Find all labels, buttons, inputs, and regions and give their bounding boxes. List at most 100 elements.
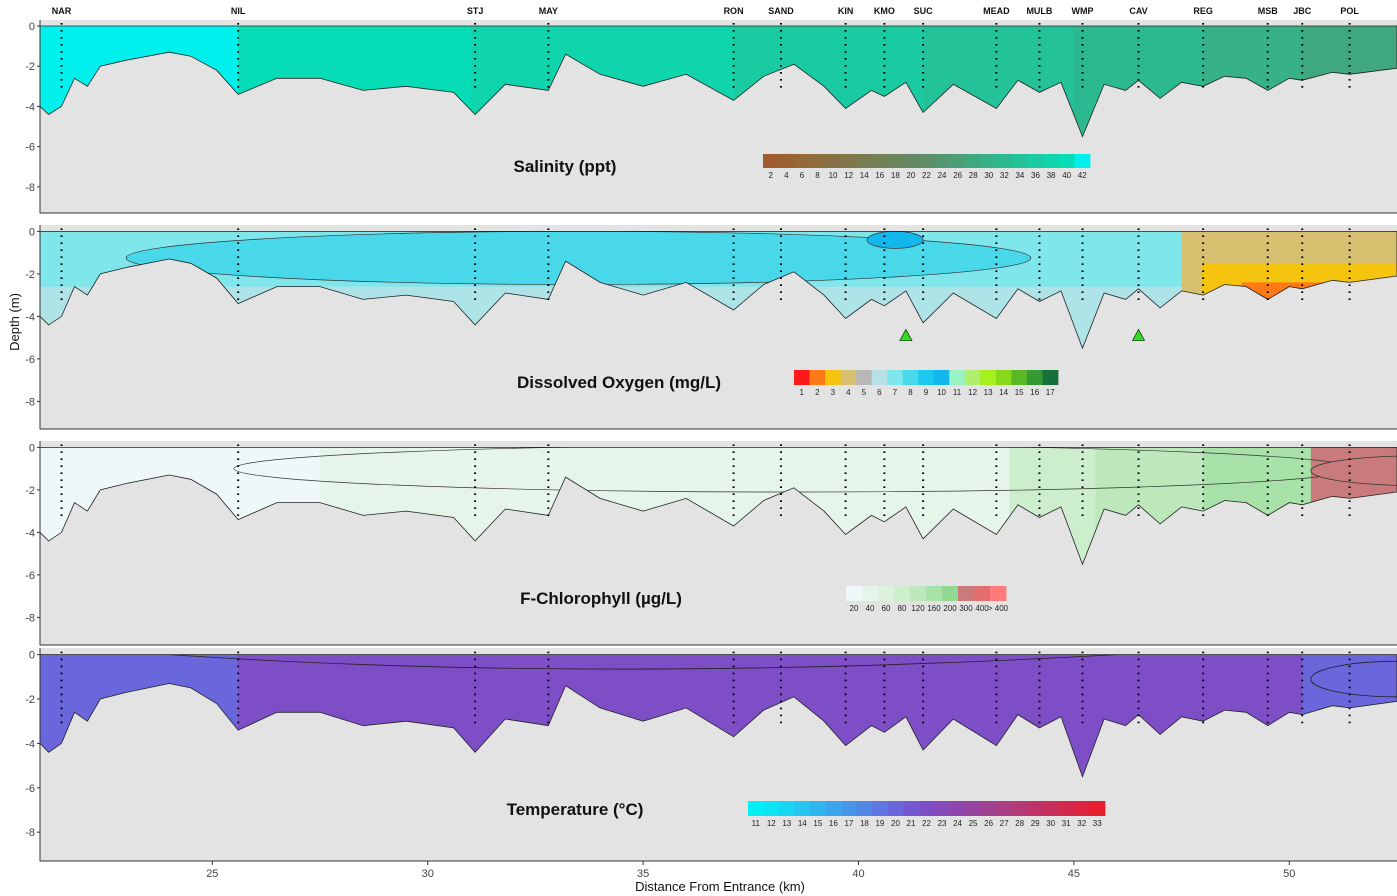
legend-label: 33 bbox=[1093, 819, 1102, 828]
legend-label: 13 bbox=[782, 819, 791, 828]
station-label: REG bbox=[1193, 6, 1213, 16]
legend-label: 14 bbox=[999, 388, 1008, 397]
legend-label: 6 bbox=[800, 171, 805, 180]
legend-label: 60 bbox=[882, 604, 891, 613]
legend-label: 16 bbox=[875, 171, 884, 180]
legend-label: 23 bbox=[938, 819, 947, 828]
legend-swatch bbox=[888, 801, 904, 816]
legend-swatch bbox=[872, 154, 888, 168]
station-label: RON bbox=[724, 6, 744, 16]
legend-swatch bbox=[980, 370, 996, 385]
legend-label: 3 bbox=[831, 388, 836, 397]
color-legend: 1 2 3 4 5 6 7 8 9 10 11 12 13 14 15 16 17 bbox=[794, 370, 1058, 397]
legend-swatch bbox=[810, 801, 826, 816]
legend-swatch bbox=[1027, 370, 1043, 385]
y-tick-label: -2 bbox=[25, 485, 35, 497]
legend-swatch bbox=[878, 586, 894, 601]
y-tick-label: -4 bbox=[25, 311, 35, 323]
panel-dissolved_oxygen: 0-2-4-6-8Dissolved Oxygen (mg/L)1 2 3 4 5 6 7 8… bbox=[25, 225, 1397, 429]
legend-swatch bbox=[903, 370, 919, 385]
station-label: STJ bbox=[467, 6, 484, 16]
y-axis-title: Depth (m) bbox=[7, 293, 22, 351]
legend-swatch bbox=[810, 370, 826, 385]
panel-title: Temperature (°C) bbox=[507, 800, 644, 819]
panel-chlorophyll: 0 -2 -4 -6 -8 F-Chlorophyll (µg/L) 20 40 60 80 120… bbox=[25, 441, 1397, 645]
legend-swatch bbox=[856, 154, 872, 168]
legend-swatch bbox=[934, 801, 950, 816]
axes-layer: 25 30 35 40 45 50 bbox=[206, 861, 1295, 880]
legend-label: 120 bbox=[911, 604, 925, 613]
legend-swatch bbox=[990, 586, 1006, 601]
y-tick-label: -2 bbox=[25, 61, 35, 73]
legend-label: 16 bbox=[1030, 388, 1039, 397]
y-tick-label: 0 bbox=[29, 650, 35, 662]
legend-swatch bbox=[841, 370, 857, 385]
legend-label: 12 bbox=[968, 388, 977, 397]
x-tick-label: 40 bbox=[852, 868, 864, 880]
legend-label: 10 bbox=[829, 171, 838, 180]
legend-swatch bbox=[1042, 370, 1058, 385]
legend-label: 21 bbox=[907, 819, 916, 828]
station-label: SUC bbox=[914, 6, 934, 16]
y-tick-label: -6 bbox=[25, 570, 35, 582]
legend-label: 17 bbox=[844, 819, 853, 828]
legend-swatch bbox=[965, 154, 981, 168]
legend-label: 24 bbox=[953, 819, 962, 828]
legend-swatch bbox=[825, 370, 841, 385]
legend-swatch bbox=[894, 586, 910, 601]
color-legend: 20 40 60 80 120 160 200 300 400 > 400 bbox=[846, 586, 1009, 613]
legend-label: 20 bbox=[891, 819, 900, 828]
legend-label: 16 bbox=[829, 819, 838, 828]
station-label: SAND bbox=[768, 6, 794, 16]
legend-swatch bbox=[779, 154, 795, 168]
legend-swatch bbox=[872, 370, 888, 385]
legend-swatch bbox=[919, 801, 935, 816]
panel-title: Dissolved Oxygen (mg/L) bbox=[517, 373, 721, 392]
legend-swatch bbox=[825, 154, 841, 168]
y-tick-label: 0 bbox=[29, 442, 35, 454]
station-label: POL bbox=[1340, 6, 1359, 16]
y-tick-label: 0 bbox=[29, 21, 35, 33]
legend-swatch bbox=[794, 154, 810, 168]
legend-swatch bbox=[1043, 801, 1059, 816]
station-label: CAV bbox=[1129, 6, 1147, 16]
legend-label: 5 bbox=[862, 388, 867, 397]
y-tick-label: -8 bbox=[25, 396, 35, 408]
y-tick-label: -6 bbox=[25, 142, 35, 154]
legend-swatch bbox=[996, 370, 1012, 385]
legend-label: 30 bbox=[984, 171, 993, 180]
legend-swatch bbox=[949, 370, 965, 385]
legend-swatch bbox=[846, 586, 862, 601]
legend-swatch bbox=[950, 801, 966, 816]
legend-swatch bbox=[841, 154, 857, 168]
legend-swatch bbox=[794, 370, 810, 385]
legend-swatch bbox=[1011, 370, 1027, 385]
legend-swatch bbox=[926, 586, 942, 601]
y-tick-label: -4 bbox=[25, 527, 35, 539]
panel-title: F-Chlorophyll (µg/L) bbox=[520, 589, 682, 608]
x-tick-label: 25 bbox=[206, 868, 218, 880]
legend-label: 22 bbox=[922, 171, 931, 180]
station-label: JBC bbox=[1293, 6, 1312, 16]
legend-swatch bbox=[826, 801, 842, 816]
legend-swatch bbox=[857, 801, 873, 816]
legend-label: 11 bbox=[752, 819, 761, 828]
legend-label: 2 bbox=[815, 388, 820, 397]
legend-label: 160 bbox=[927, 604, 941, 613]
y-tick-label: -6 bbox=[25, 354, 35, 366]
legend-swatch bbox=[903, 801, 919, 816]
y-tick-label: -8 bbox=[25, 612, 35, 624]
legend-swatch bbox=[996, 801, 1012, 816]
legend-swatch bbox=[872, 801, 888, 816]
legend-label: 15 bbox=[813, 819, 822, 828]
legend-label: 80 bbox=[898, 604, 907, 613]
legend-label: 42 bbox=[1078, 171, 1087, 180]
legend-label: 13 bbox=[984, 388, 993, 397]
station-label: MSB bbox=[1258, 6, 1279, 16]
legend-label: 32 bbox=[1000, 171, 1009, 180]
color-legend: 11 12 13 14 15 16 17 18 19 20 21 22 23 24 25 26 27 28 29 30… bbox=[748, 801, 1105, 828]
legend-label: 7 bbox=[893, 388, 898, 397]
legend-swatch bbox=[779, 801, 795, 816]
legend-label: 300 bbox=[959, 604, 973, 613]
